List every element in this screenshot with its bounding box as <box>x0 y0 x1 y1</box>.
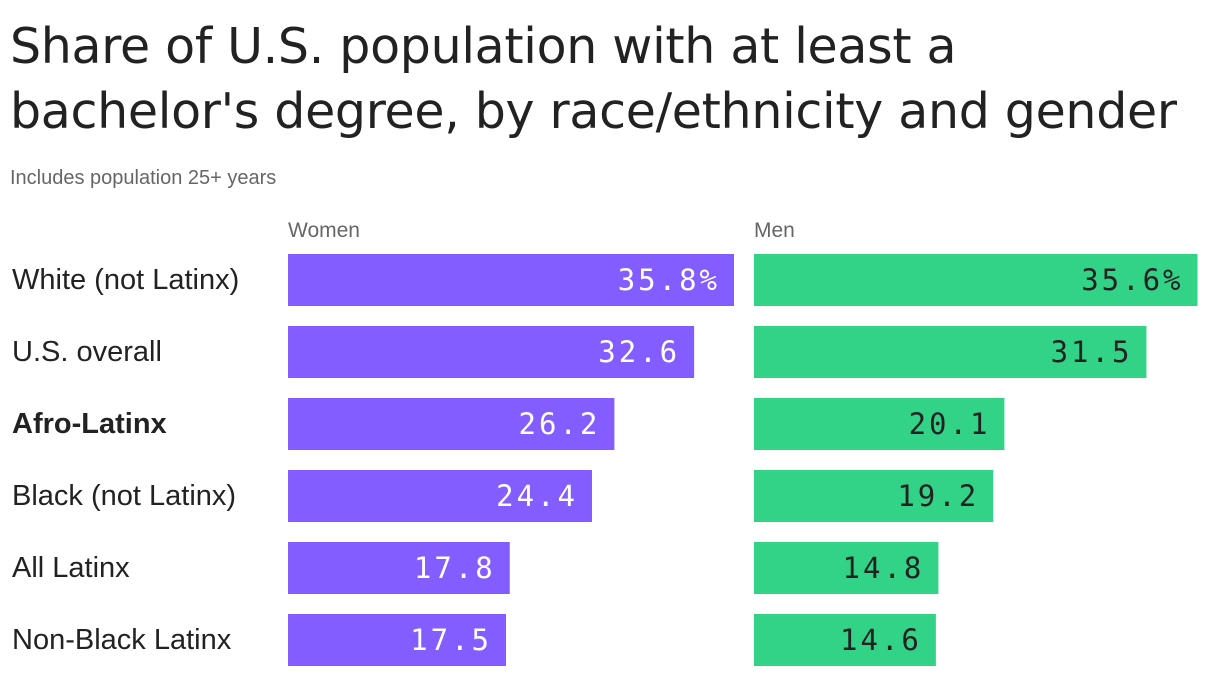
bar-men <box>754 470 994 522</box>
bar-women <box>288 470 592 522</box>
data-label: 35.8% <box>618 263 720 297</box>
bar-women <box>288 398 615 450</box>
category-label: U.S. overall <box>12 336 162 368</box>
category-label: Black (not Latinx) <box>12 480 236 512</box>
bar-men <box>754 326 1147 378</box>
bar-men <box>754 398 1005 450</box>
data-label: 17.5 <box>410 623 492 657</box>
bar-women <box>288 542 510 594</box>
chart-title: Share of U.S. population with at least a… <box>10 18 1177 140</box>
category-label: White (not Latinx) <box>12 264 239 296</box>
data-label: 14.8 <box>843 551 925 585</box>
bar-men <box>754 614 936 666</box>
data-label: 20.1 <box>909 407 991 441</box>
panel-label-women: Women <box>288 219 360 242</box>
data-label: 26.2 <box>519 407 601 441</box>
data-label: 14.6 <box>840 623 922 657</box>
data-label: 17.8 <box>414 551 496 585</box>
chart-subtitle: Includes population 25+ years <box>10 167 277 189</box>
data-label: 19.2 <box>897 479 979 513</box>
data-label: 35.6% <box>1081 263 1183 297</box>
bar-men <box>754 542 939 594</box>
category-label: Afro-Latinx <box>12 408 167 440</box>
category-label: Non-Black Latinx <box>12 624 232 656</box>
bar-women <box>288 614 507 666</box>
bar-men <box>754 254 1198 306</box>
panel-label-men: Men <box>754 219 795 242</box>
category-label: All Latinx <box>12 552 130 584</box>
bar-women <box>288 326 695 378</box>
data-label: 24.4 <box>496 479 578 513</box>
bar-women <box>288 254 734 306</box>
data-label: 32.6 <box>598 335 680 369</box>
data-label: 31.5 <box>1051 335 1133 369</box>
